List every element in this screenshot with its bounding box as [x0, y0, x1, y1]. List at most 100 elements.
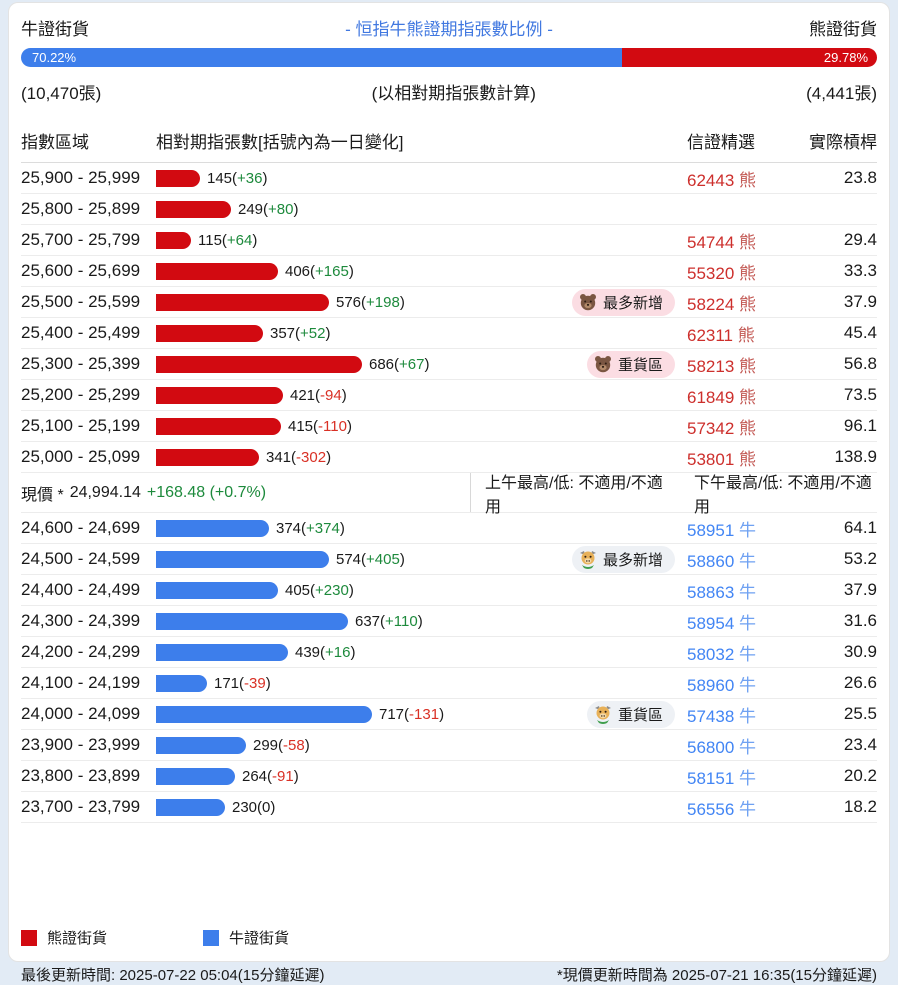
- one-day-change: +405: [366, 550, 400, 568]
- effective-leverage-value: 30.9: [843, 642, 877, 661]
- bull-contracts-bar: [156, 767, 235, 785]
- cbbc-code[interactable]: 58960: [687, 675, 735, 695]
- table-row: 25,100 - 25,199 415(-110) 57342 熊 96.1: [21, 411, 877, 442]
- cbbc-code[interactable]: 62443: [687, 170, 735, 190]
- bull-bear-distribution-card: 牛證街貨 - 恒指牛熊證期指張數比例 - 熊證街貨 70.22% 29.78% …: [8, 2, 890, 984]
- cbbc-code[interactable]: 58032: [687, 644, 735, 664]
- featured-cbbc-link[interactable]: 58860 牛: [687, 552, 756, 571]
- index-range-label: 24,100 - 24,199: [21, 673, 141, 692]
- cbbc-code[interactable]: 58213: [687, 356, 735, 376]
- contracts-value-label: 374(+374): [276, 519, 345, 537]
- index-range-label: 24,200 - 24,299: [21, 642, 141, 661]
- contracts-value-label: 264(-91): [242, 767, 299, 785]
- cbbc-type-suffix: 牛: [739, 737, 757, 757]
- effective-leverage-value: 29.4: [843, 230, 877, 249]
- one-day-change: -58: [283, 736, 305, 754]
- pm-high-low: 下午最高/低: 不適用/不適用: [694, 474, 872, 516]
- featured-cbbc-link[interactable]: 56556 牛: [687, 800, 756, 819]
- contracts-value-label: 171(-39): [214, 674, 271, 692]
- contracts-value-label: 299(-58): [253, 736, 310, 754]
- bull-contracts-bar: [156, 705, 372, 723]
- featured-cbbc-link[interactable]: 62443 熊: [687, 171, 756, 190]
- effective-leverage-value: 53.2: [843, 549, 877, 568]
- index-range-label: 24,000 - 24,099: [21, 704, 141, 723]
- index-range-label: 24,600 - 24,699: [21, 518, 141, 537]
- bull-icon: [593, 704, 613, 724]
- bear-contracts-bar: [156, 448, 259, 466]
- contracts-value-label: 415(-110): [288, 417, 352, 435]
- cbbc-code[interactable]: 58954: [687, 613, 735, 633]
- header-index-range: 指數區域: [21, 133, 89, 152]
- cbbc-type-suffix: 牛: [739, 520, 757, 540]
- cbbc-type-suffix: 熊: [739, 387, 757, 407]
- featured-cbbc-link[interactable]: 55320 熊: [687, 264, 756, 283]
- bear-contracts-bar: [156, 355, 362, 373]
- table-row: 24,200 - 24,299 439(+16) 58032 牛 30.9: [21, 637, 877, 668]
- featured-cbbc-link[interactable]: 58151 牛: [687, 769, 756, 788]
- cbbc-code[interactable]: 62311: [687, 325, 734, 345]
- table-row: 24,600 - 24,699 374(+374) 58951 牛 64.1: [21, 513, 877, 544]
- bull-side-label: 牛證街貨: [21, 20, 89, 39]
- cbbc-code[interactable]: 57438: [687, 706, 735, 726]
- cbbc-code[interactable]: 55320: [687, 263, 735, 283]
- cbbc-type-suffix: 熊: [739, 356, 757, 376]
- effective-leverage-value: 37.9: [843, 292, 877, 311]
- cbbc-code[interactable]: 58860: [687, 551, 735, 571]
- featured-cbbc-link[interactable]: 57438 牛: [687, 707, 756, 726]
- current-price-value: 24,994.14: [69, 483, 141, 501]
- bull-ratio-segment: 70.22%: [21, 48, 623, 67]
- one-day-change: +198: [366, 293, 400, 311]
- table-row: 24,300 - 24,399 637(+110) 58954 牛 31.6: [21, 606, 877, 637]
- featured-cbbc-link[interactable]: 62311 熊: [687, 326, 755, 345]
- bull-contracts-bar: [156, 643, 288, 661]
- contracts-value-label: 249(+80): [238, 200, 299, 218]
- effective-leverage-value: 26.6: [843, 673, 877, 692]
- cbbc-code[interactable]: 54744: [687, 232, 735, 252]
- bear-badge: 最多新增: [571, 288, 675, 316]
- featured-cbbc-link[interactable]: 58954 牛: [687, 614, 756, 633]
- contracts-value-label: 576(+198): [336, 293, 405, 311]
- featured-cbbc-link[interactable]: 56800 牛: [687, 738, 756, 757]
- cbbc-type-suffix: 熊: [739, 263, 757, 283]
- cbbc-code[interactable]: 58951: [687, 520, 735, 540]
- one-day-change: 0: [262, 798, 271, 816]
- cbbc-code[interactable]: 53801: [687, 449, 735, 469]
- featured-cbbc-link[interactable]: 53801 熊: [687, 450, 756, 469]
- header-relative-contracts: 相對期指張數[括號內為一日變化]: [156, 133, 404, 152]
- index-range-label: 25,100 - 25,199: [21, 416, 141, 435]
- featured-cbbc-link[interactable]: 57342 熊: [687, 419, 756, 438]
- featured-cbbc-link[interactable]: 61849 熊: [687, 388, 756, 407]
- bear-contract-count: (4,441張): [806, 84, 877, 103]
- bear-contracts-bar: [156, 231, 191, 249]
- cbbc-code[interactable]: 58863: [687, 582, 735, 602]
- last-update-time: 最後更新時間: 2025-07-22 05:04(15分鐘延遲): [21, 967, 325, 984]
- legend-item-bear: 熊證街貨: [21, 927, 107, 948]
- cbbc-code[interactable]: 56800: [687, 737, 735, 757]
- cbbc-code[interactable]: 56556: [687, 799, 735, 819]
- featured-cbbc-link[interactable]: 58863 牛: [687, 583, 756, 602]
- cbbc-code[interactable]: 58151: [687, 768, 735, 788]
- featured-cbbc-link[interactable]: 58213 熊: [687, 357, 756, 376]
- cbbc-code[interactable]: 57342: [687, 418, 735, 438]
- index-range-label: 25,900 - 25,999: [21, 168, 141, 187]
- bull-bear-ratio-bar: 70.22% 29.78%: [21, 48, 877, 67]
- cbbc-type-suffix: 牛: [739, 551, 757, 571]
- index-range-label: 23,800 - 23,899: [21, 766, 141, 785]
- session-high-low-block: 上午最高/低: 不適用/不適用 下午最高/低: 不適用/不適用: [471, 469, 877, 517]
- current-price-block: 現價 * 24,994.14 +168.48 (+0.7%): [21, 473, 471, 512]
- table-row: 25,600 - 25,699 406(+165) 55320 熊 33.3: [21, 256, 877, 287]
- table-row: 24,500 - 24,599 574(+405) 最多新增 58860 牛 53.2: [21, 544, 877, 575]
- cbbc-type-suffix: 熊: [737, 325, 755, 345]
- featured-cbbc-link[interactable]: 58960 牛: [687, 676, 756, 695]
- featured-cbbc-link[interactable]: 58032 牛: [687, 645, 756, 664]
- cbbc-code[interactable]: 58224: [687, 294, 735, 314]
- bear-color-swatch: [21, 929, 37, 946]
- contracts-value-label: 686(+67): [369, 355, 430, 373]
- featured-cbbc-link[interactable]: 58951 牛: [687, 521, 756, 540]
- featured-cbbc-link[interactable]: 54744 熊: [687, 233, 756, 252]
- one-day-change: -302: [296, 448, 327, 466]
- am-high-low: 上午最高/低: 不適用/不適用: [485, 474, 663, 516]
- bear-ratio-segment: 29.78%: [622, 48, 877, 67]
- featured-cbbc-link[interactable]: 58224 熊: [687, 295, 756, 314]
- cbbc-code[interactable]: 61849: [687, 387, 735, 407]
